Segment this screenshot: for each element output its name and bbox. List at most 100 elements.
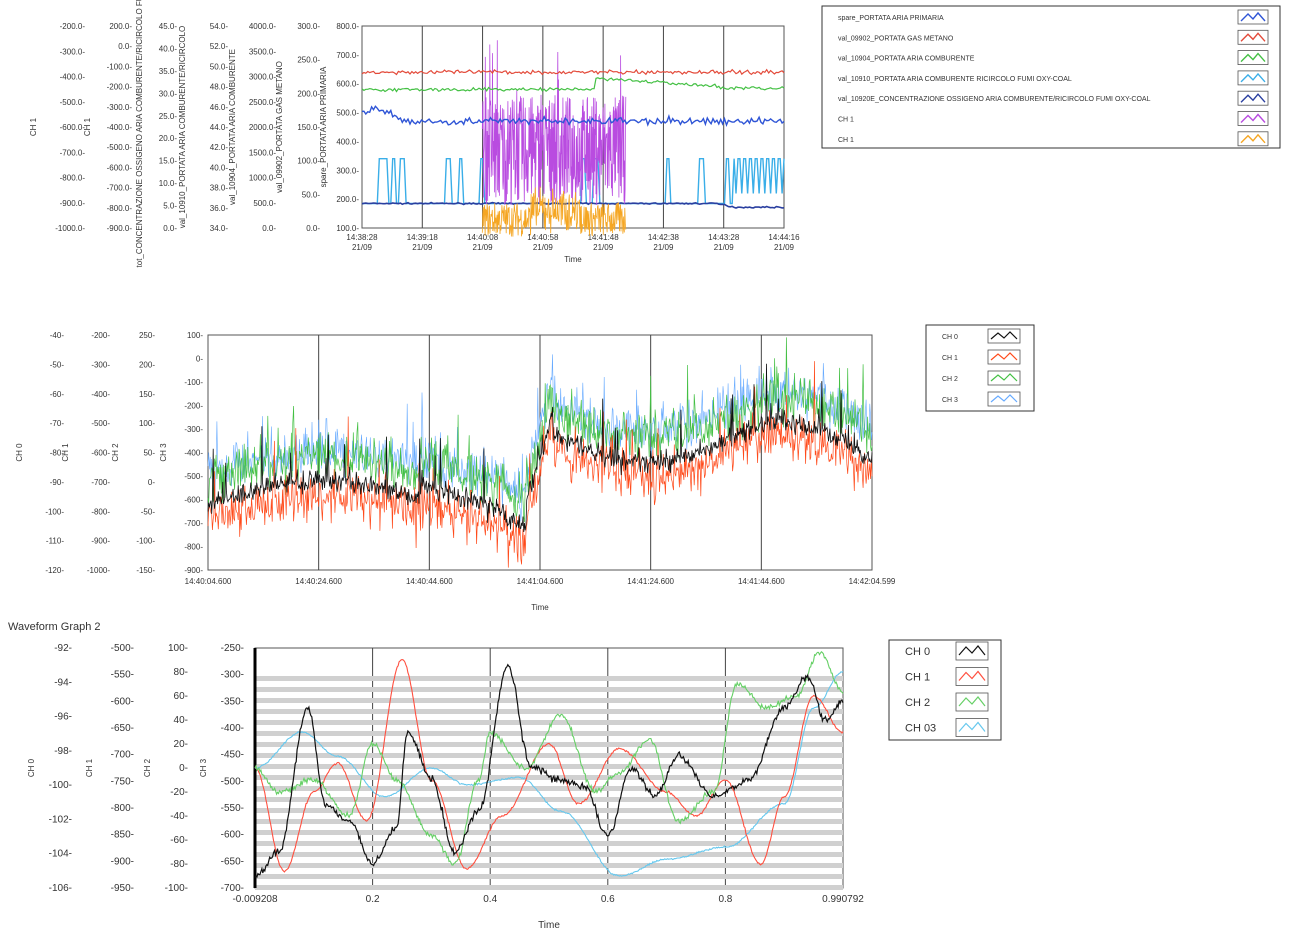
y-tick-label: -500.0- <box>60 98 86 107</box>
y-tick-label: 40- <box>174 715 188 726</box>
y-tick-label: -94- <box>54 677 72 688</box>
x-axis-label: Time <box>564 255 582 264</box>
y-tick-label: -900- <box>91 537 110 546</box>
y-tick-label: -100- <box>136 537 155 546</box>
x-tick-label: 14:42:04.599 <box>849 577 896 586</box>
y-tick-label: 52.0- <box>210 42 229 51</box>
legend-swatch-box <box>1237 50 1269 65</box>
y-tick-label: -110- <box>46 537 64 546</box>
legend-swatch-box <box>1237 131 1269 147</box>
y-tick-label: 200.0- <box>297 89 320 98</box>
y-tick-label: -200.0- <box>60 22 86 31</box>
grid-band <box>255 742 843 747</box>
y-tick-label: -700- <box>91 478 110 487</box>
legend-swatch-box <box>1237 90 1269 106</box>
legend-swatch-box <box>1237 9 1269 25</box>
y-tick-label: 150- <box>139 390 155 399</box>
series-line-ch0 <box>254 663 844 878</box>
grid-band <box>255 830 843 835</box>
y-tick-label: -300- <box>221 670 244 681</box>
y-tick-label: 40.0- <box>159 44 178 53</box>
y-tick-label: -150- <box>136 566 155 575</box>
y-tick-label: -600.0- <box>60 123 86 132</box>
x-tick-date: 21/09 <box>352 243 373 252</box>
y-tick-label: -800- <box>184 543 203 552</box>
series-line-ch2 <box>207 337 873 523</box>
y-tick-label: 4000.0- <box>249 22 276 31</box>
legend-swatch-line <box>1240 52 1266 63</box>
legend-swatch-line <box>1240 93 1266 103</box>
y-tick-label: 200.0- <box>109 22 132 31</box>
x-axis-label: Time <box>538 920 560 931</box>
x-tick-date: 21/09 <box>593 243 614 252</box>
x-axis-label: Time <box>531 603 549 612</box>
y-tick-label: 100- <box>139 419 155 428</box>
y-tick-label: -40- <box>50 331 65 340</box>
legend-swatch-box <box>987 391 1021 407</box>
y-tick-label: -550- <box>221 803 244 814</box>
x-tick-label: 14:40:08 <box>467 233 499 242</box>
y-tick-label: -100- <box>49 780 72 791</box>
y-tick-label: 42.0- <box>210 143 229 152</box>
legend-box <box>821 5 1281 149</box>
x-tick-label: 14:40:44.600 <box>406 577 453 586</box>
y-tick-label: 2000.0- <box>249 123 276 132</box>
x-tick-label: -0.009208 <box>232 894 277 905</box>
y-tick-label: -80- <box>170 859 188 870</box>
grid-band <box>255 841 843 846</box>
series-line-ch3 <box>254 671 844 877</box>
series-line-red <box>361 68 785 76</box>
grid-band <box>255 764 843 769</box>
x-tick-label: 14:42:38 <box>648 233 680 242</box>
y-tick-label: 38.0- <box>210 184 229 193</box>
legend-label: CH 0 <box>905 646 930 658</box>
y-tick-label: 3000.0- <box>249 73 276 82</box>
y-tick-label: -80- <box>50 449 65 458</box>
y-tick-label: -600- <box>221 830 244 841</box>
y-axis-label: CH 2 <box>143 758 152 777</box>
y-tick-label: 0- <box>179 763 188 774</box>
x-tick-date: 21/09 <box>774 243 795 252</box>
y-axis-label: CH 1 <box>85 758 94 777</box>
legend-swatch-line <box>1240 72 1266 83</box>
y-tick-label: 46.0- <box>210 103 229 112</box>
y-tick-label: -800.0- <box>107 204 133 213</box>
y-tick-label: -200.0- <box>107 83 133 92</box>
y-tick-label: 300.0- <box>336 166 359 175</box>
x-tick-label: 14:38:28 <box>346 233 378 242</box>
series-line-violet <box>481 40 627 205</box>
y-tick-label: -200- <box>184 402 203 411</box>
x-tick-date: 21/09 <box>653 243 674 252</box>
y-tick-label: -700- <box>221 883 244 894</box>
legend-label: CH 1 <box>838 117 854 124</box>
y-tick-label: -500- <box>184 472 203 481</box>
y-tick-label: 20.0- <box>159 134 178 143</box>
y-axis-label: CH 1 <box>29 117 38 136</box>
legend-swatch-line <box>1240 32 1266 42</box>
y-tick-label: -300- <box>91 360 110 369</box>
legend-swatch-box <box>987 349 1021 365</box>
y-tick-label: -400.0- <box>107 123 133 132</box>
legend-swatch-line <box>990 394 1018 403</box>
legend-swatch-box <box>955 692 989 712</box>
x-tick-label: 0.8 <box>718 894 732 905</box>
y-tick-label: -1000- <box>87 566 110 575</box>
y-tick-label: 15.0- <box>159 157 178 166</box>
y-tick-label: -300.0- <box>60 47 86 56</box>
series-line-ch1 <box>254 659 844 873</box>
x-tick-label: 14:41:44.600 <box>738 577 785 586</box>
y-tick-label: -600- <box>184 496 203 505</box>
grid-band <box>255 698 843 703</box>
y-tick-label: 250- <box>139 331 155 340</box>
y-tick-label: -600- <box>91 449 110 458</box>
grid-band <box>255 852 843 857</box>
legend-swatch-box <box>955 718 989 737</box>
y-tick-label: 1000.0- <box>249 174 276 183</box>
y-tick-label: -900.0- <box>60 199 86 208</box>
y-tick-label: -96- <box>54 712 72 723</box>
legend-label: val_09902_PORTATA GAS METANO <box>838 35 954 42</box>
grid-band <box>255 819 843 824</box>
y-tick-label: 5.0- <box>163 202 177 211</box>
y-tick-label: 500.0- <box>253 199 276 208</box>
